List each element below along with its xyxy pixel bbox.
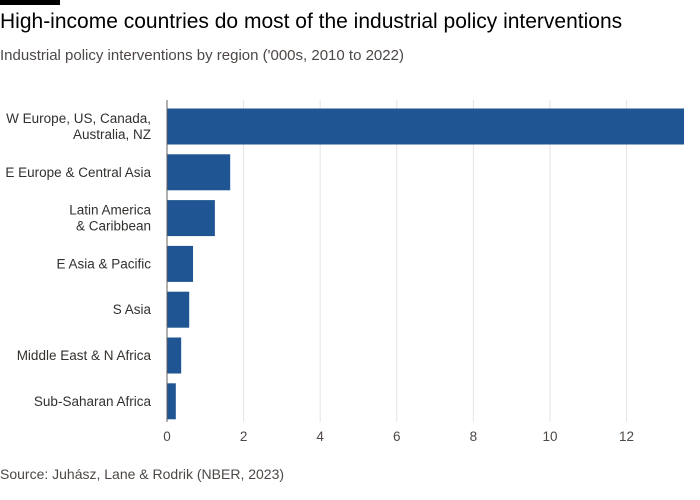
x-tick-labels: 0 2 4 6 8 10 12 xyxy=(163,429,634,444)
x-tick-label: 12 xyxy=(619,429,634,444)
bar xyxy=(167,200,215,237)
bar xyxy=(167,245,194,282)
bar xyxy=(167,154,231,191)
category-label: Australia, NZ xyxy=(73,127,151,142)
x-tick-label: 4 xyxy=(316,429,324,444)
bar xyxy=(167,108,684,145)
x-tick-label: 8 xyxy=(470,429,478,444)
category-label: Middle East & N Africa xyxy=(17,348,152,363)
gridlines xyxy=(243,100,628,422)
bar xyxy=(167,291,190,328)
chart-title: High-income countries do most of the ind… xyxy=(0,10,623,33)
chart-subtitle: Industrial policy interventions by regio… xyxy=(0,47,404,64)
bar xyxy=(167,337,182,374)
category-label: Latin America xyxy=(69,203,151,218)
x-tick-label: 10 xyxy=(542,429,557,444)
x-tick-label: 6 xyxy=(393,429,401,444)
source-note: Source: Juhász, Lane & Rodrik (NBER, 202… xyxy=(0,466,285,482)
category-label: S Asia xyxy=(113,302,152,317)
category-label: W Europe, US, Canada, xyxy=(6,111,151,126)
category-label: E Asia & Pacific xyxy=(56,256,151,271)
x-tick-label: 0 xyxy=(163,429,171,444)
category-label: & Caribbean xyxy=(76,219,151,234)
category-labels: W Europe, US, Canada,Australia, NZ E Euro… xyxy=(5,111,151,409)
bars xyxy=(167,108,684,420)
bar xyxy=(167,383,176,420)
category-label: E Europe & Central Asia xyxy=(5,165,151,180)
brand-bar xyxy=(0,0,60,5)
category-label: Sub-Saharan Africa xyxy=(34,394,152,409)
x-tick-label: 2 xyxy=(240,429,248,444)
